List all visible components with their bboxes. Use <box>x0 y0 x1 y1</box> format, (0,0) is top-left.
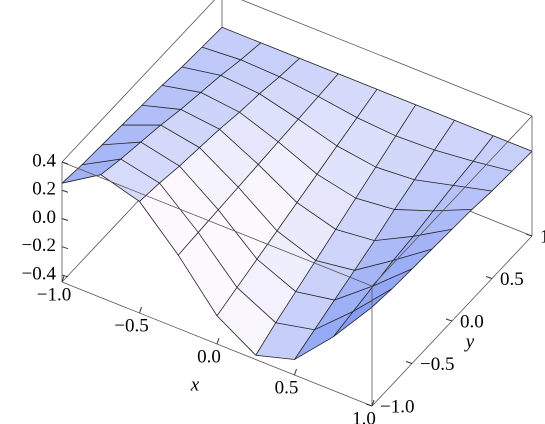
mesh-line <box>255 104 417 356</box>
x-axis-label: x <box>190 374 200 395</box>
mesh-line <box>100 42 262 175</box>
z-tick <box>61 217 69 221</box>
z-tick-label: 0.4 <box>32 150 56 171</box>
y-tick-label: −0.5 <box>420 354 454 375</box>
box-edge <box>240 0 533 117</box>
y-tick <box>365 403 373 407</box>
y-tick-label: 0.5 <box>500 269 524 290</box>
z-tick-label: 0.0 <box>32 207 56 228</box>
y-tick-label: 0.0 <box>460 311 484 332</box>
mesh-line <box>139 57 300 202</box>
x-tick-label: −0.5 <box>114 315 148 336</box>
mesh-line <box>61 27 223 184</box>
z-tick <box>61 161 69 165</box>
x-tick-label: 0.0 <box>197 346 221 367</box>
y-axis-label: y <box>464 331 475 352</box>
y-tick <box>405 361 413 364</box>
x-tick <box>371 399 375 407</box>
z-tick <box>61 246 69 250</box>
mesh-line <box>216 89 378 316</box>
z-tick <box>61 274 69 278</box>
z-tick-label: 0.2 <box>32 179 56 200</box>
y-tick-label: −1.0 <box>380 396 414 417</box>
y-tick <box>525 233 533 237</box>
x-tick <box>61 275 65 283</box>
x-tick <box>216 337 220 345</box>
y-tick-label: 1.0 <box>540 226 545 247</box>
z-tick-label: −0.2 <box>22 235 56 256</box>
y-tick <box>485 276 493 279</box>
x-tick-label: 0.5 <box>275 377 299 398</box>
mesh-line <box>294 120 455 360</box>
z-tick <box>61 189 69 193</box>
box-edge <box>61 0 216 163</box>
x-tick <box>294 368 297 376</box>
mesh-line <box>371 151 533 308</box>
x-tick-label: −1.0 <box>37 284 71 305</box>
mesh-line <box>177 73 339 256</box>
z-tick-label: −0.4 <box>22 263 57 284</box>
box-edge <box>371 115 533 287</box>
y-tick <box>445 318 453 322</box>
mesh-line <box>332 135 494 338</box>
x-tick <box>139 306 142 314</box>
x-tick-label: 1.0 <box>352 408 376 424</box>
box-edge <box>61 161 373 287</box>
